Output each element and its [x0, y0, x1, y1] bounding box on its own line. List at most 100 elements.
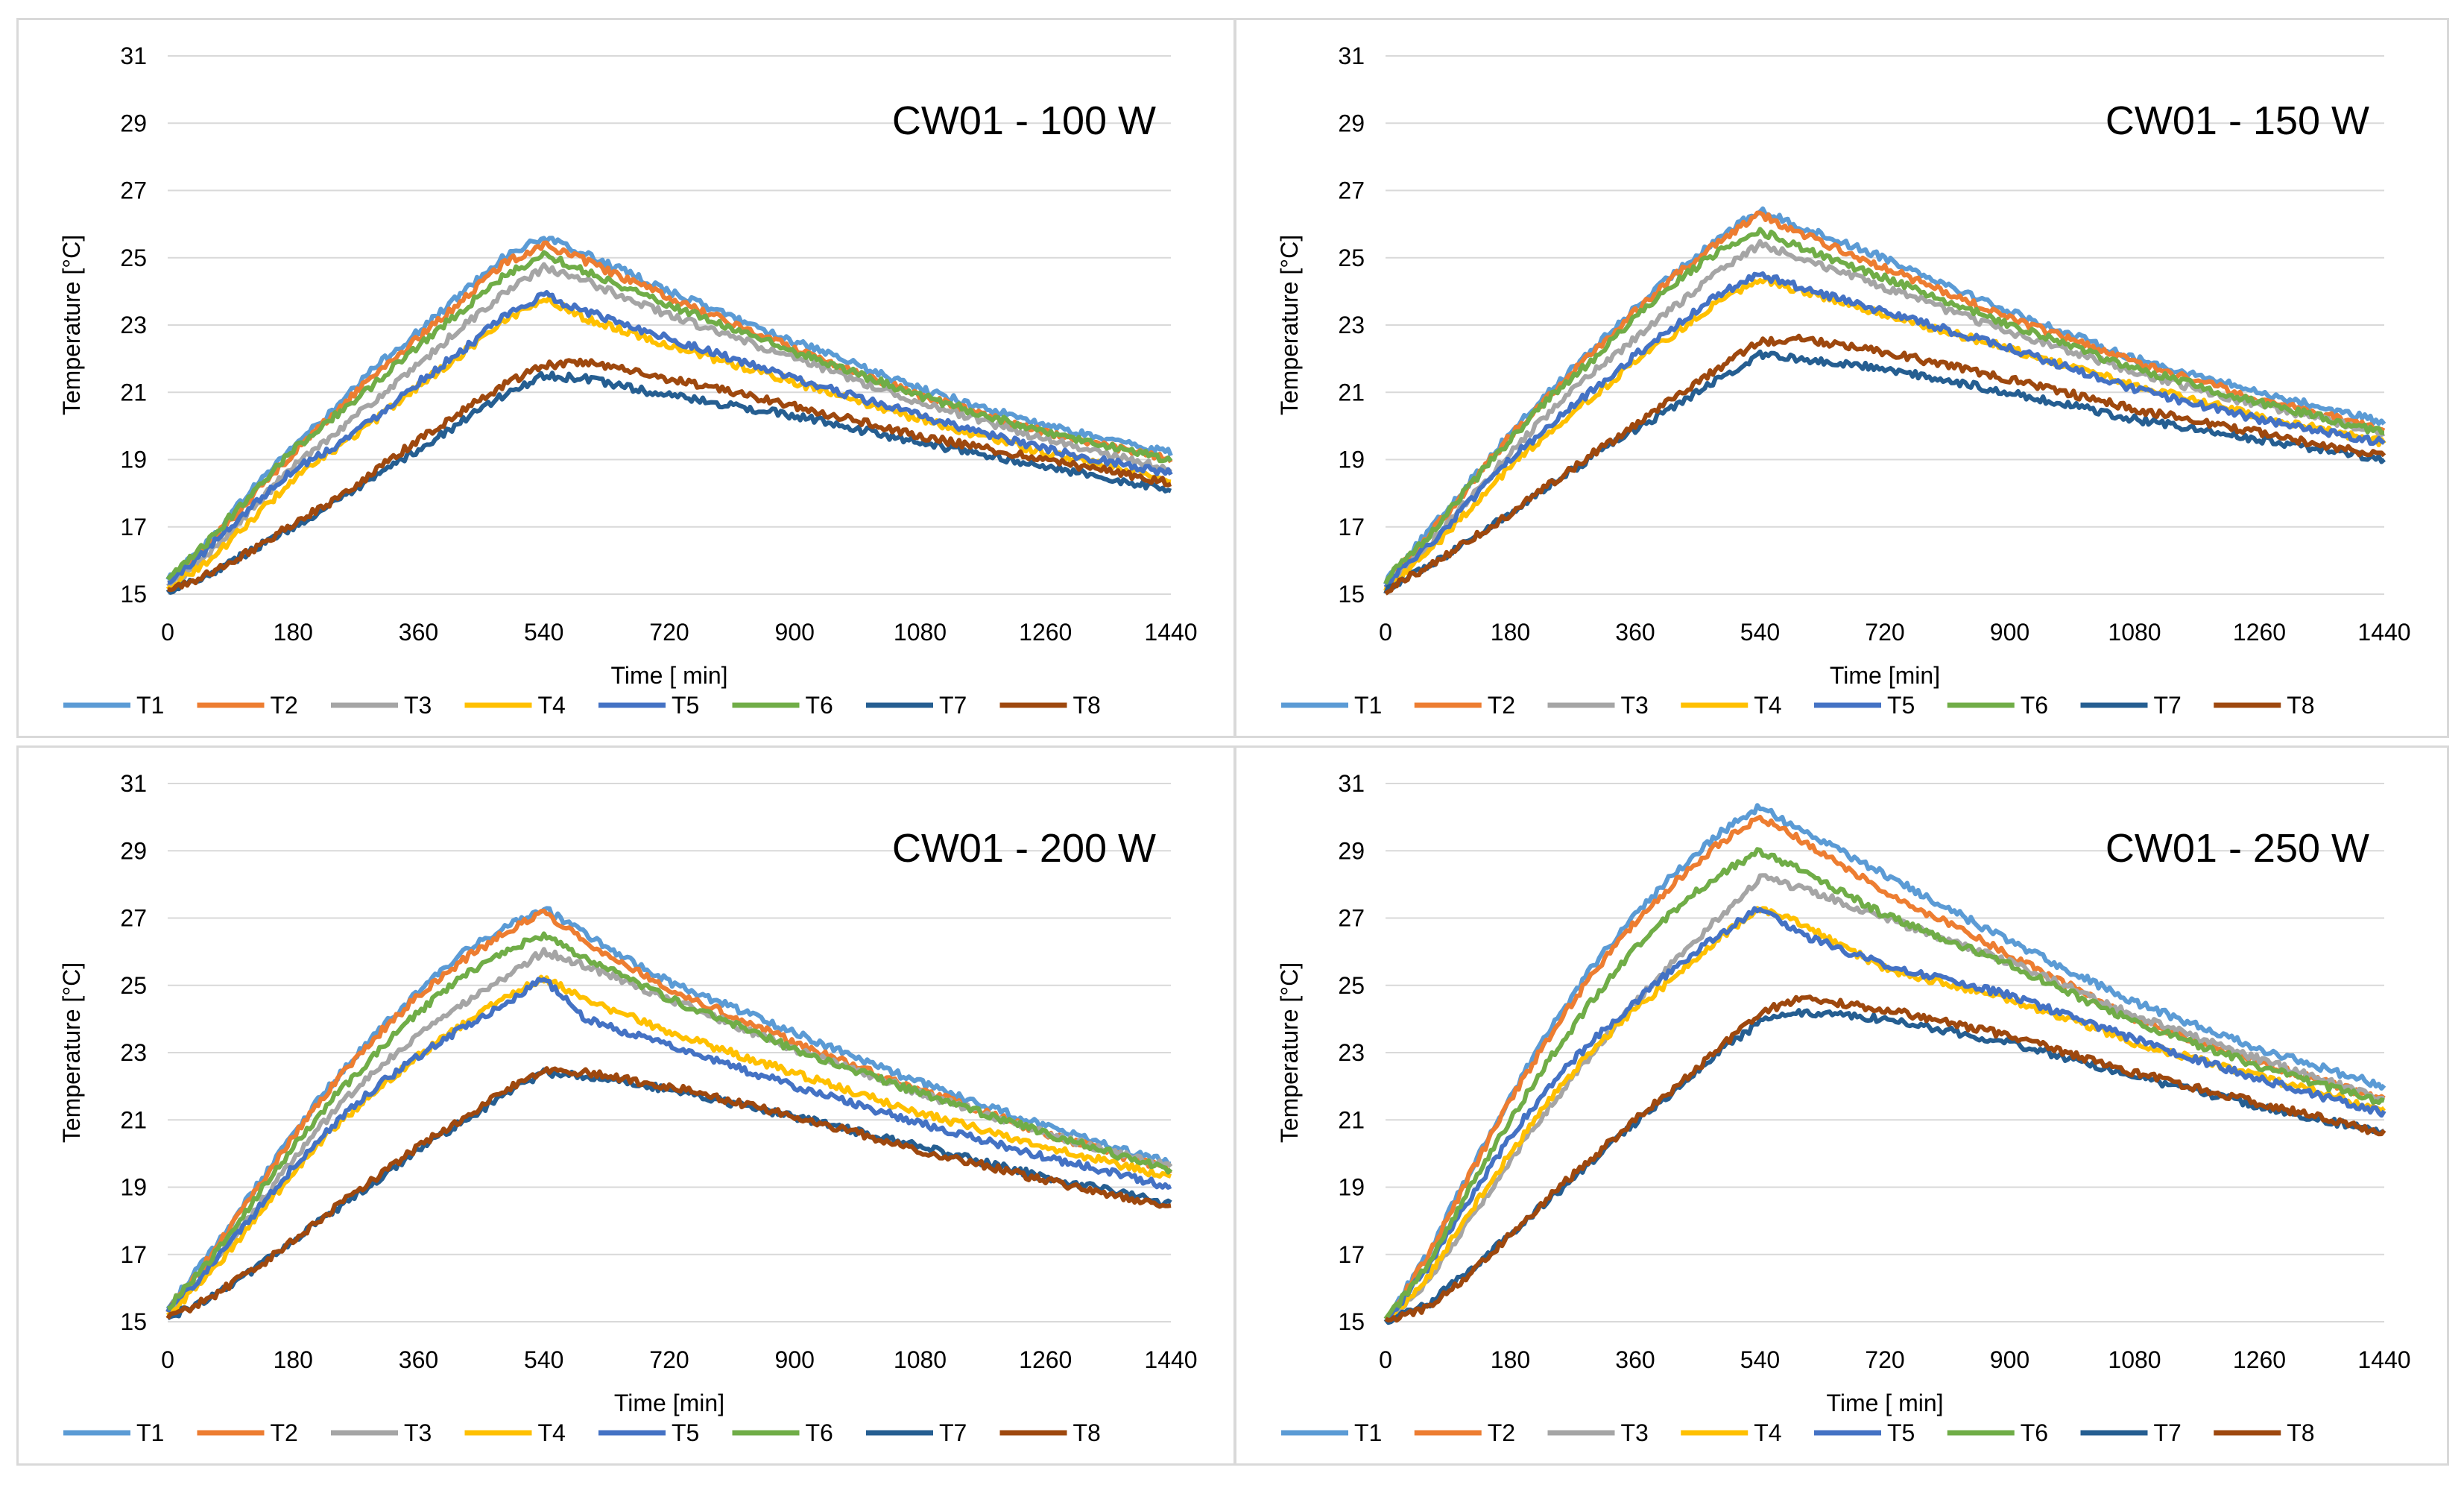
- series-line-t7: [165, 371, 1172, 595]
- y-tick-label: 21: [120, 379, 147, 406]
- y-tick-label: 17: [120, 1241, 147, 1268]
- x-tick-label: 0: [1379, 619, 1392, 646]
- y-tick-label: 23: [120, 1039, 147, 1066]
- legend-label: T2: [271, 1419, 298, 1446]
- y-tick-label: 23: [1338, 1039, 1365, 1066]
- x-tick-label: 0: [161, 1346, 174, 1373]
- legend-label: T2: [271, 692, 298, 719]
- x-tick-label: 1260: [2233, 1346, 2286, 1373]
- x-tick-label: 900: [775, 1346, 815, 1373]
- x-tick-label: 1080: [2108, 1346, 2161, 1373]
- legend-label: T4: [538, 1419, 566, 1446]
- x-tick-label: 1260: [2233, 619, 2286, 646]
- chart-title: CW01 - 250 W: [2106, 826, 2369, 871]
- legend-label: T1: [136, 692, 164, 719]
- x-tick-label: 540: [1740, 619, 1780, 646]
- y-tick-label: 19: [120, 447, 147, 473]
- series-line-t6: [1383, 847, 2385, 1321]
- y-tick-label: 19: [1338, 447, 1365, 473]
- series-line-t2: [165, 908, 1172, 1314]
- y-tick-label: 31: [120, 42, 147, 69]
- legend-label: T1: [136, 1419, 164, 1446]
- legend-label: T8: [1073, 692, 1101, 719]
- x-tick-label: 720: [649, 619, 689, 646]
- y-tick-label: 27: [120, 905, 147, 932]
- y-tick-label: 31: [120, 770, 147, 797]
- series-line-t7: [1383, 349, 2386, 595]
- series-line-t2: [1384, 815, 2386, 1322]
- chart-svg-150w: 15 17 19 21 23 25 27 29 31 0 180 360 540 720 900 1080 12…: [1276, 42, 2411, 719]
- chart-title: CW01 - 100 W: [892, 98, 1156, 143]
- series-line-t5: [1383, 271, 2386, 589]
- y-tick-label: 21: [120, 1106, 147, 1133]
- series-line-t6: [165, 250, 1173, 581]
- series-line-t6: [167, 931, 1173, 1311]
- legend-label: T5: [1887, 692, 1915, 719]
- x-axis-label: Time [ min]: [1826, 1390, 1943, 1416]
- y-tick-label: 21: [1338, 379, 1365, 406]
- series-line-t8: [165, 1066, 1172, 1320]
- x-tick-label: 1440: [2357, 619, 2410, 646]
- legend-label: T6: [806, 692, 833, 719]
- x-axis-label: Time [ min]: [610, 662, 727, 689]
- x-tick-label: 540: [524, 1346, 563, 1373]
- x-tick-label: 1440: [1144, 619, 1197, 646]
- y-tick-label: 25: [1338, 972, 1365, 999]
- legend-label: T5: [1887, 1419, 1915, 1446]
- series-line-t8: [1384, 333, 2386, 596]
- x-tick-label: 0: [1379, 1346, 1392, 1373]
- legend-label: T1: [1354, 692, 1382, 719]
- chart-panel-150w: 15 17 19 21 23 25 27 29 31 0 180 360 540 720 900 1080 12…: [1234, 18, 2449, 738]
- chart-svg-200w: 15 17 19 21 23 25 27 29 31 0 180 360 540 720 900 1080 12…: [58, 770, 1198, 1446]
- legend-label: T3: [1621, 692, 1649, 719]
- series-line-t4: [165, 974, 1172, 1317]
- y-axis-label: Temperature [°C]: [58, 962, 85, 1143]
- x-axis-label: Time [min]: [614, 1390, 724, 1416]
- legend-label: T7: [939, 692, 967, 719]
- y-axis-label: Temperature [°C]: [1276, 962, 1303, 1143]
- series-line-t5: [1384, 906, 2386, 1322]
- x-tick-label: 360: [399, 1346, 438, 1373]
- y-tick-label: 29: [1338, 837, 1365, 864]
- y-tick-label: 23: [1338, 312, 1365, 338]
- legend-label: T2: [1488, 692, 1515, 719]
- legend-label: T3: [1621, 1419, 1649, 1446]
- x-tick-label: 720: [1865, 619, 1904, 646]
- y-tick-label: 21: [1338, 1106, 1365, 1133]
- x-tick-label: 1080: [894, 1346, 947, 1373]
- legend-label: T6: [2021, 692, 2048, 719]
- y-tick-label: 17: [1338, 1241, 1365, 1268]
- x-tick-label: 900: [1990, 1346, 2029, 1373]
- y-axis-label: Temperature [°C]: [58, 235, 85, 415]
- y-axis-label: Temperature [°C]: [1276, 235, 1303, 415]
- series-line-t6: [1383, 227, 2384, 585]
- y-tick-label: 19: [120, 1174, 147, 1201]
- series-line-t4: [1383, 274, 2386, 592]
- legend-label: T8: [2287, 692, 2314, 719]
- x-tick-label: 1080: [894, 619, 947, 646]
- x-axis-label: Time [min]: [1830, 662, 1940, 689]
- y-tick-label: 29: [120, 837, 147, 864]
- series-line-t5: [165, 977, 1172, 1314]
- chart-panel-250w: 15 17 19 21 23 25 27 29 31 0 180 360 540 720 900 1080 12…: [1234, 745, 2449, 1466]
- x-tick-label: 0: [161, 619, 174, 646]
- x-tick-label: 540: [1740, 1346, 1780, 1373]
- chart-title: CW01 - 200 W: [892, 826, 1156, 871]
- y-tick-label: 15: [1338, 1308, 1365, 1335]
- y-tick-label: 25: [1338, 245, 1365, 271]
- legend-label: T5: [672, 1419, 699, 1446]
- x-tick-label: 180: [274, 619, 313, 646]
- chart-panel-100w: 15 17 19 21 23 25 27 29 31 0 180 360 540 720 900 1080 12…: [16, 18, 1236, 738]
- y-tick-label: 23: [120, 312, 147, 338]
- x-tick-label: 1260: [1019, 619, 1072, 646]
- x-tick-label: 720: [1865, 1346, 1904, 1373]
- y-tick-label: 19: [1338, 1174, 1365, 1201]
- chart-svg-100w: 15 17 19 21 23 25 27 29 31 0 180 360 540 720 900 1080 12…: [58, 42, 1198, 719]
- legend-label: T8: [1073, 1419, 1101, 1446]
- series-line-t3: [166, 262, 1172, 588]
- x-tick-label: 360: [1615, 1346, 1655, 1373]
- chart-title: CW01 - 150 W: [2106, 98, 2369, 143]
- legend-label: T7: [2154, 1419, 2182, 1446]
- series-line-t5: [167, 290, 1173, 585]
- y-tick-label: 17: [120, 514, 147, 540]
